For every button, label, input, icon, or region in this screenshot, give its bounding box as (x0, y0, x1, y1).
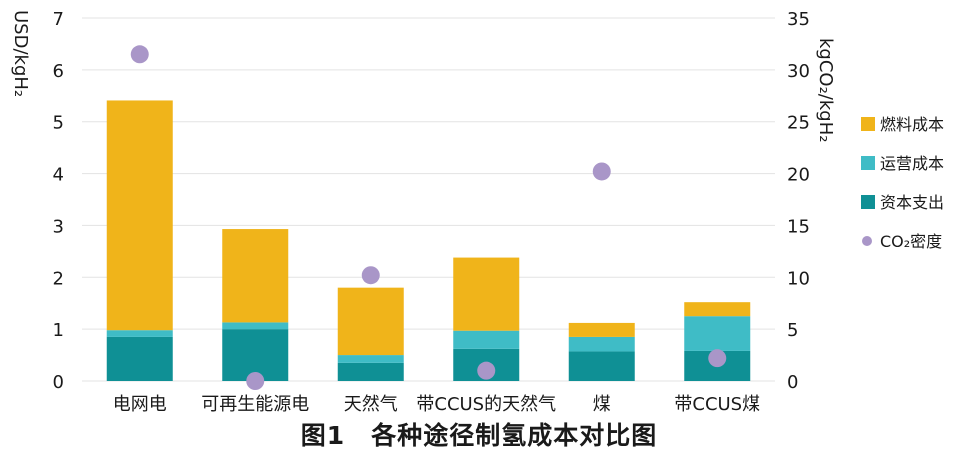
co2-point (477, 361, 496, 380)
bar-segment (568, 336, 635, 352)
bar-segment (222, 229, 289, 323)
y-right-tick-label: 15 (787, 216, 810, 237)
y-right-tick-label: 25 (787, 113, 810, 134)
y-right-tick-label: 5 (787, 320, 798, 341)
figure-caption: 图1 各种途径制氢成本对比图 (300, 421, 658, 450)
co2-point (130, 45, 149, 64)
legend-marker (862, 236, 872, 246)
legend-marker (861, 195, 875, 209)
legend-label: CO₂密度 (880, 232, 942, 251)
y-left-axis-title: USD/kgH₂ (10, 10, 31, 97)
bar-segment (337, 362, 404, 381)
y-left-tick-label: 2 (53, 268, 64, 289)
bar-segment (453, 330, 520, 349)
x-tick-label: 天然气 (344, 394, 398, 415)
y-right-tick-label: 0 (787, 372, 798, 393)
bar-segment (222, 322, 289, 330)
bar-segment (568, 351, 635, 381)
y-right-tick-label: 35 (787, 9, 810, 30)
bar-segment (453, 257, 520, 331)
x-tick-label: 带CCUS的天然气 (416, 394, 556, 415)
y-left-tick-label: 6 (53, 61, 64, 82)
legend-label: 资本支出 (880, 193, 944, 212)
bar-segment (106, 100, 173, 331)
bar-segment (106, 336, 173, 381)
x-tick-label: 煤 (593, 394, 611, 415)
y-left-tick-label: 1 (53, 320, 64, 341)
y-right-tick-label: 20 (787, 165, 810, 186)
y-left-tick-label: 4 (53, 165, 64, 186)
co2-point (246, 372, 265, 390)
y-left-tick-label: 7 (53, 9, 64, 30)
legend-label: 燃料成本 (880, 115, 944, 134)
co2-point (592, 162, 611, 181)
bar-segment (684, 302, 751, 317)
y-right-axis-title: kgCO₂/kgH₂ (815, 38, 836, 142)
y-left-tick-label: 5 (53, 113, 64, 134)
x-tick-label: 电网电 (113, 394, 167, 415)
bar-segment (337, 287, 404, 356)
legend-marker (861, 156, 875, 170)
bar-segment (337, 355, 404, 363)
y-right-tick-label: 30 (787, 61, 810, 82)
co2-point (361, 266, 380, 285)
x-tick-label: 可再生能源电 (201, 394, 309, 415)
y-right-tick-label: 10 (787, 268, 810, 289)
bar-segment (106, 330, 173, 337)
bar-segment (568, 322, 635, 337)
legend-label: 运营成本 (880, 154, 944, 173)
bar-segment (684, 316, 751, 351)
co2-point (708, 349, 727, 368)
y-left-tick-label: 3 (53, 216, 64, 237)
y-left-tick-label: 0 (53, 372, 64, 393)
legend-marker (861, 117, 875, 131)
x-tick-label: 带CCUS煤 (674, 394, 760, 415)
